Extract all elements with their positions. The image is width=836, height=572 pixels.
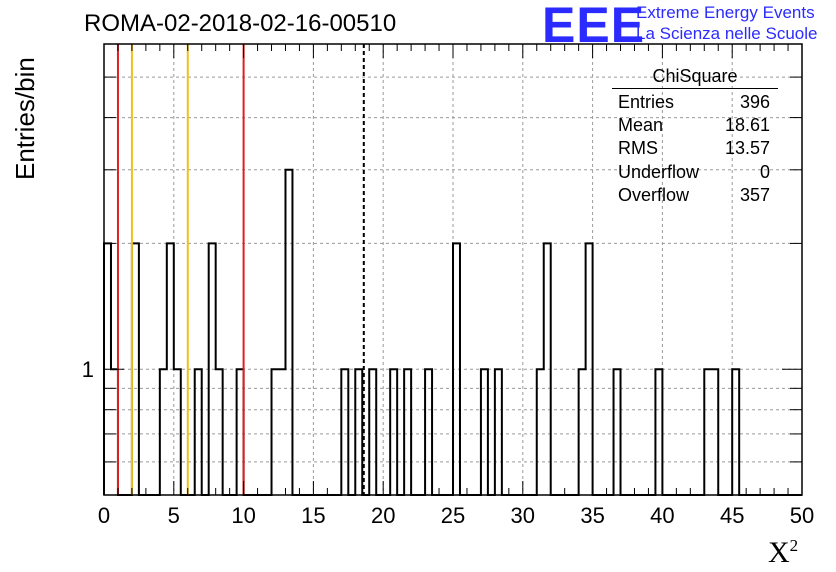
tick-labels: 0 5 10 15 20 25 30 35 40 45 50 1 [82,357,814,528]
x-tick-label: 25 [441,503,465,528]
stats-label: Underflow [618,161,700,182]
x-tick-label: 35 [580,503,604,528]
x-tick-label: 50 [790,503,814,528]
x-tick-label: 0 [98,503,110,528]
stats-label: Mean [618,115,664,136]
x-tick-label: 45 [720,503,744,528]
x-axis-label: X2 [768,536,798,570]
logo-subtitle-1: Extreme Energy Events [636,3,815,22]
stats-box: ChiSquare Entries 396 Mean 18.61 RMS 13.57 … [612,66,778,207]
stats-label: Entries [618,92,675,112]
x-tick-label: 40 [650,503,674,528]
stats-row-underflow: Underflow 0 [612,161,778,184]
x-tick-label: 30 [511,503,535,528]
stats-row-overflow: Overflow 357 [612,184,778,207]
stats-row-mean: Mean 18.61 [612,114,778,137]
x-tick-label: 15 [301,503,325,528]
x-tick-label: 10 [231,503,255,528]
y-tick-label: 1 [82,357,94,382]
stats-label: Overflow [618,184,690,205]
chart-title: ROMA-02-2018-02-16-00510 [84,10,397,37]
axis-ticks [103,44,803,495]
stats-value: 357 [739,184,770,205]
x-axis-label-superscript: 2 [789,536,799,555]
stats-label: RMS [618,138,658,159]
stats-value: 396 [739,92,770,112]
stats-value: 13.57 [724,138,770,159]
stats-row-rms: RMS 13.57 [612,137,778,160]
x-tick-label: 20 [371,503,395,528]
stats-row-entries: Entries 396 [612,91,778,114]
eee-logo: EEE [542,0,646,53]
stats-value: 0 [759,161,770,182]
x-axis-label-base: X [768,536,790,569]
stats-value: 18.61 [724,115,770,136]
reference-lines [116,44,365,495]
x-tick-label: 5 [168,503,180,528]
logo-subtitle-2: La Scienza nelle Scuole [636,24,818,43]
y-axis-label: Entries/bin [10,57,40,180]
stats-title: ChiSquare [612,66,778,89]
